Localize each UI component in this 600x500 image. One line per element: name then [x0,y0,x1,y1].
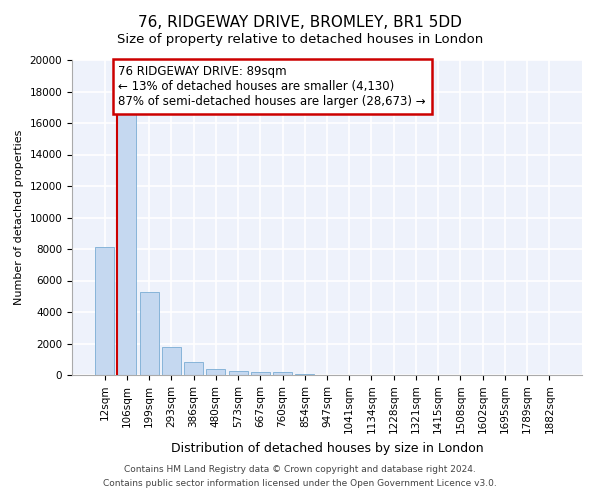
Text: Contains HM Land Registry data © Crown copyright and database right 2024.
Contai: Contains HM Land Registry data © Crown c… [103,466,497,487]
Bar [95,248,114,375]
X-axis label: Distribution of detached houses by size in London: Distribution of detached houses by size … [170,442,484,455]
Text: Size of property relative to detached houses in London: Size of property relative to detached ho… [117,32,483,46]
Bar [140,292,158,375]
Bar [184,362,203,375]
Text: 76, RIDGEWAY DRIVE, BROMLEY, BR1 5DD: 76, RIDGEWAY DRIVE, BROMLEY, BR1 5DD [138,15,462,30]
Y-axis label: Number of detached properties: Number of detached properties [14,130,24,305]
Bar [295,374,314,375]
Bar [162,346,181,375]
Bar [206,370,225,375]
Bar [273,372,292,375]
Bar [118,114,136,375]
Bar [229,370,248,375]
Text: 76 RIDGEWAY DRIVE: 89sqm
← 13% of detached houses are smaller (4,130)
87% of sem: 76 RIDGEWAY DRIVE: 89sqm ← 13% of detach… [118,64,426,108]
Bar [251,372,270,375]
